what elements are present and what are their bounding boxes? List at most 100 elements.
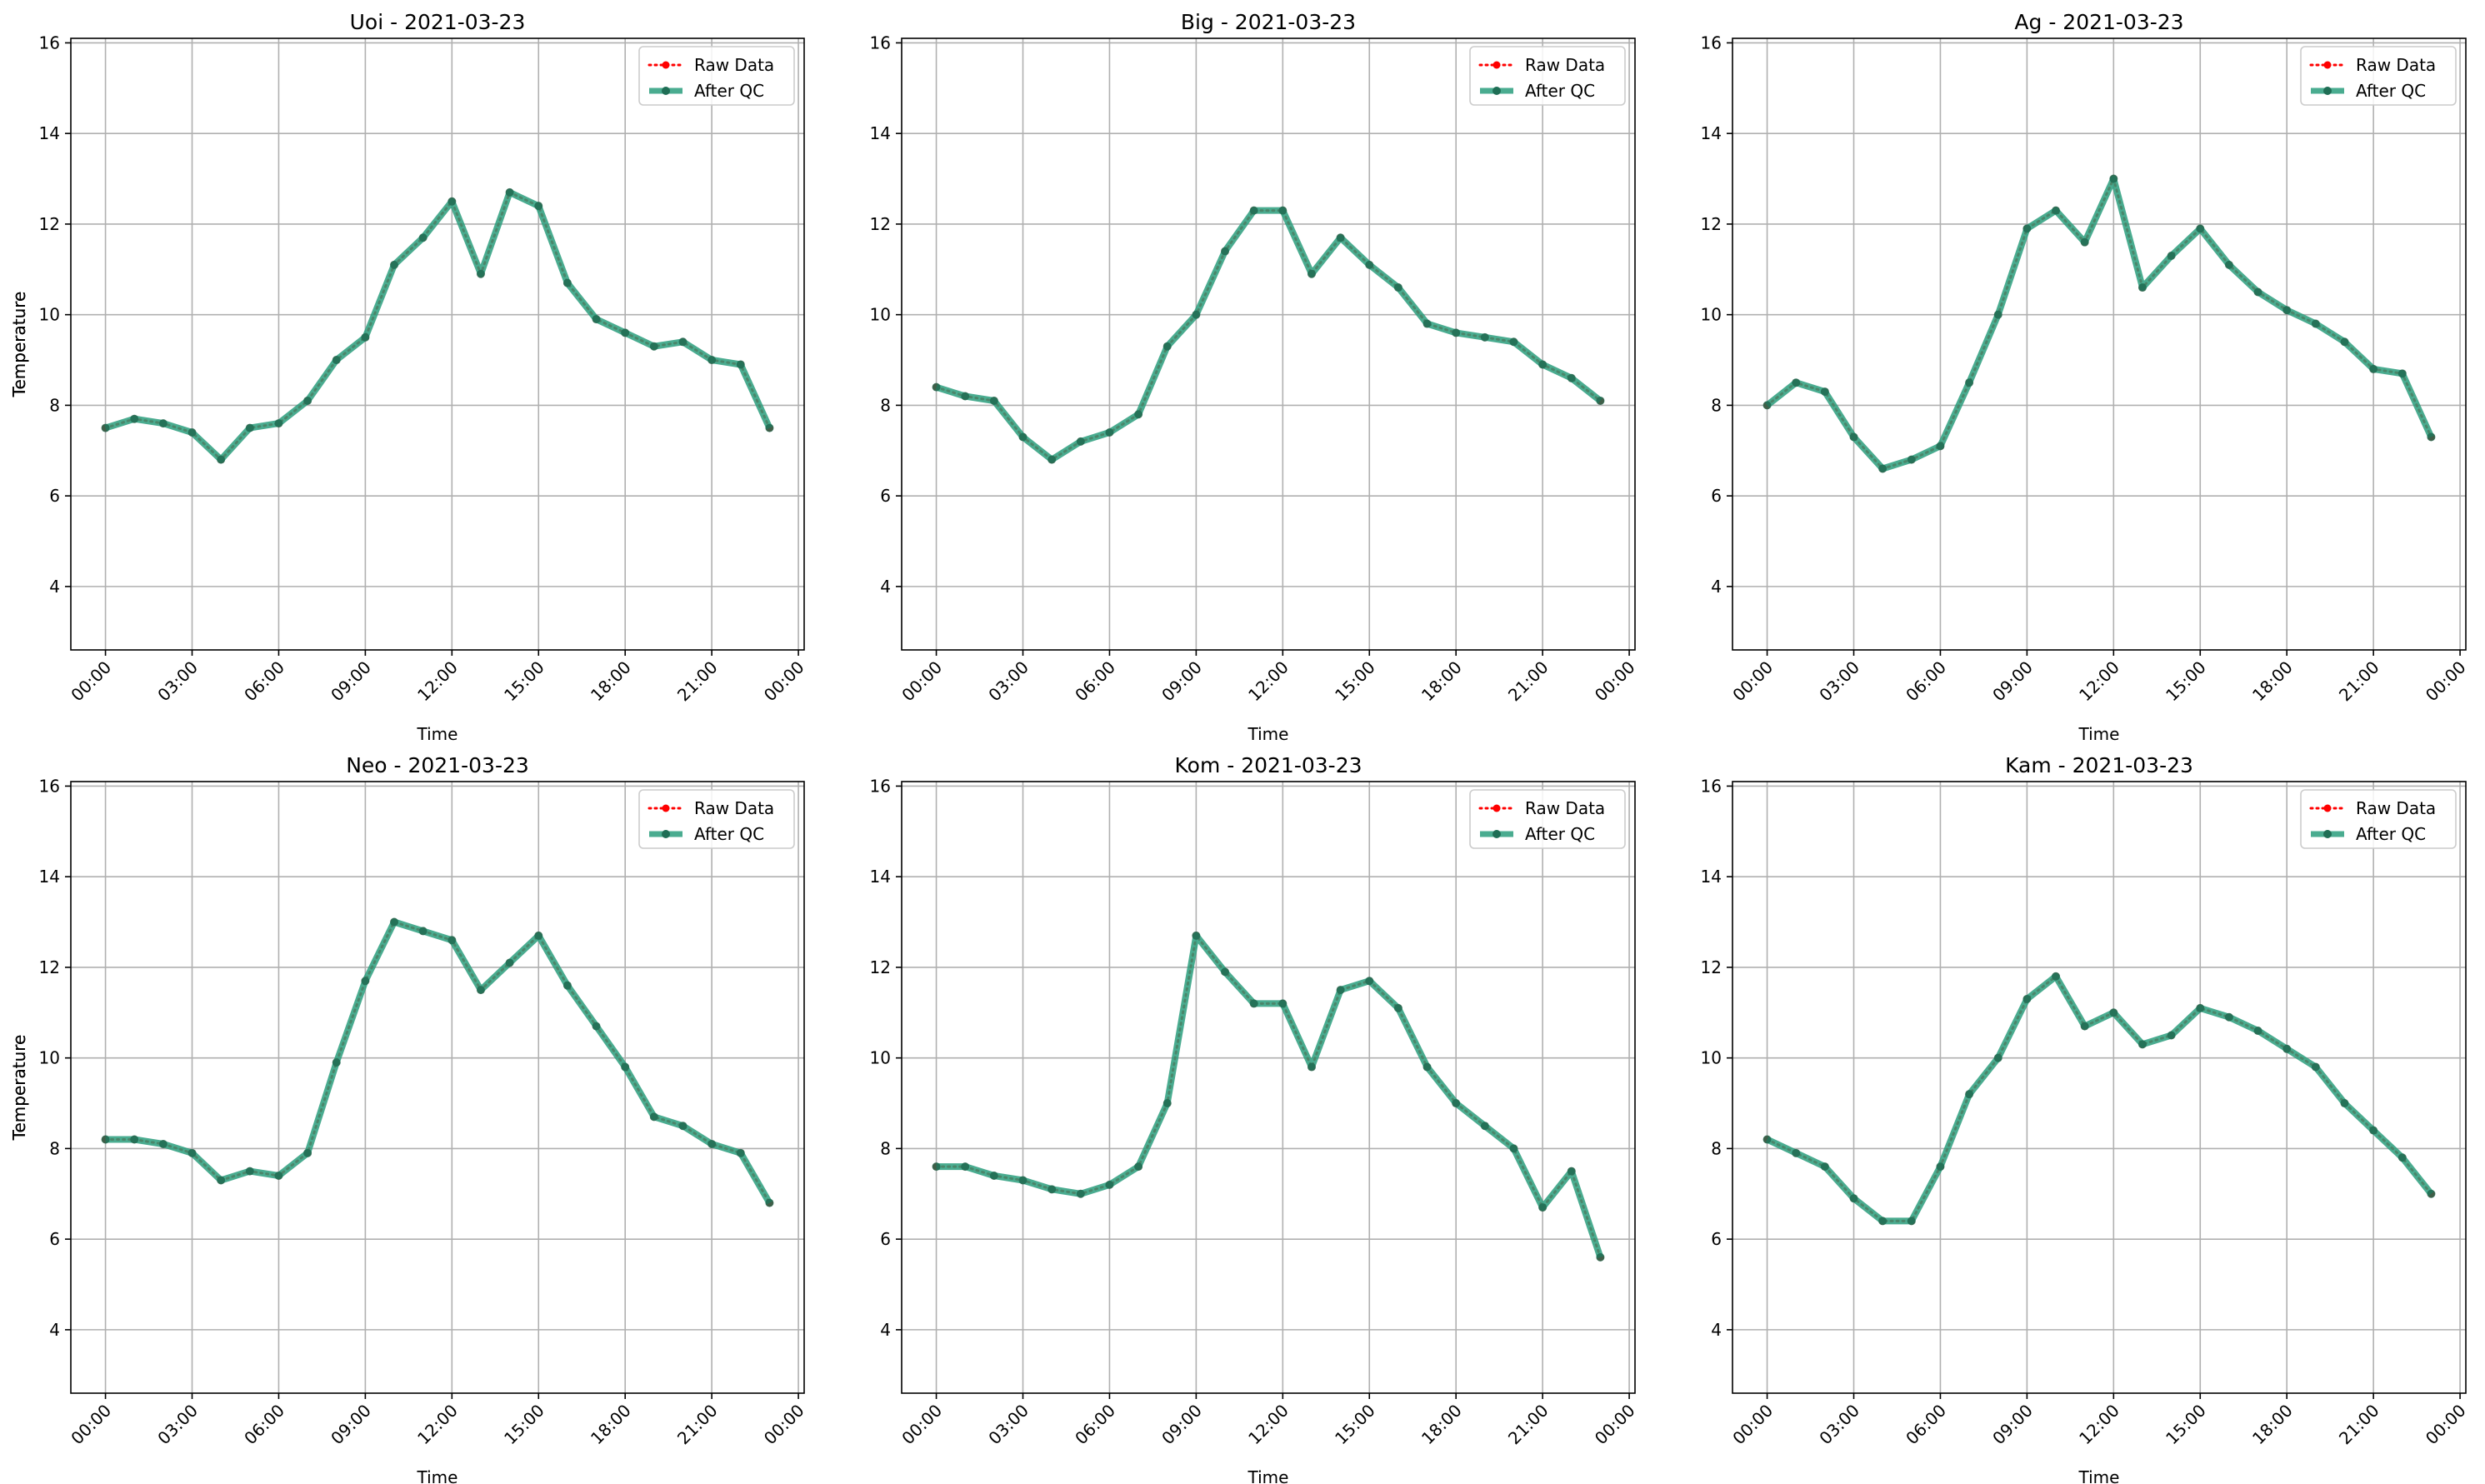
series-line xyxy=(104,188,773,463)
data-point xyxy=(332,1058,341,1067)
y-tick-label: 4 xyxy=(880,577,891,597)
grid-lines xyxy=(1732,782,2466,1393)
plot-frame xyxy=(901,781,1636,1394)
data-point xyxy=(678,337,688,347)
x-tick-label: 00:00 xyxy=(1591,1401,1639,1449)
legend-item-after-qc: After QC xyxy=(1480,81,1595,101)
y-tick-label: 8 xyxy=(1711,1138,1722,1158)
x-tick-label: 12:00 xyxy=(1244,657,1292,706)
data-point xyxy=(158,1139,168,1148)
grid-lines xyxy=(71,782,804,1393)
data-point xyxy=(1907,455,1916,464)
series-line xyxy=(104,190,771,462)
x-tick-label: 03:00 xyxy=(984,657,1032,706)
chart-title: Kam - 2021-03-23 xyxy=(2005,753,2193,777)
x-tick-label: 03:00 xyxy=(153,657,202,706)
y-tick-label: 12 xyxy=(1701,214,1722,234)
data-point xyxy=(505,958,514,967)
x-tick-label: 18:00 xyxy=(2248,1401,2297,1449)
data-point xyxy=(274,1172,283,1181)
data-point xyxy=(1820,387,1829,397)
data-point xyxy=(2052,972,2061,981)
y-tick-label: 12 xyxy=(870,957,891,977)
data-point xyxy=(1792,378,1801,387)
data-point xyxy=(2052,206,2061,215)
data-point xyxy=(1480,332,1489,342)
x-tick-label: 03:00 xyxy=(1815,657,1863,706)
data-point xyxy=(303,1148,312,1157)
data-point xyxy=(562,981,572,990)
x-axis-label: Time xyxy=(2078,1467,2120,1484)
y-tick-label: 6 xyxy=(49,1229,60,1249)
data-point xyxy=(1452,328,1461,337)
data-point xyxy=(2080,237,2089,247)
data-point xyxy=(649,1112,658,1122)
plot-frame xyxy=(901,37,1636,651)
chart-title: Uoi - 2021-03-23 xyxy=(350,10,526,34)
series-line xyxy=(105,918,772,1205)
legend-swatch-marker xyxy=(2323,87,2332,95)
data-point xyxy=(2022,224,2032,233)
data-point xyxy=(765,423,774,432)
y-tick-label: 8 xyxy=(880,395,891,415)
y-tick-label: 10 xyxy=(1701,305,1722,325)
x-tick-label: 09:00 xyxy=(1988,657,2037,706)
legend-item-raw-data: Raw Data xyxy=(2309,798,2436,818)
legend-swatch-marker xyxy=(662,61,670,69)
data-point xyxy=(1538,360,1548,369)
data-point xyxy=(101,1135,110,1144)
y-axis-label: Temperature xyxy=(9,292,29,398)
series-raw-data xyxy=(1763,175,2435,473)
data-point xyxy=(418,233,428,242)
x-tick-label: 18:00 xyxy=(2248,657,2297,706)
legend-swatch-marker xyxy=(2323,804,2332,812)
y-axis-label: Temperature xyxy=(9,1035,29,1142)
legend: Raw Data After QC xyxy=(638,46,795,106)
data-point xyxy=(1365,977,1374,986)
y-tick-label: 8 xyxy=(1711,395,1722,415)
data-point xyxy=(1849,1194,1858,1203)
x-tick-label: 18:00 xyxy=(587,657,635,706)
data-point xyxy=(1018,1176,1028,1185)
y-tick-label: 10 xyxy=(39,305,60,325)
legend-item-after-qc: After QC xyxy=(2311,824,2426,844)
x-tick-label: 00:00 xyxy=(760,1401,808,1449)
x-tick-label: 15:00 xyxy=(500,1401,548,1449)
chart-panel-3: 4 6 8 10 12 14 16 00:00 03:00 06:00 09:00 12:00 15:0… xyxy=(9,10,2470,744)
legend-label: Raw Data xyxy=(694,798,774,818)
y-tick-label: 16 xyxy=(39,32,60,52)
x-tick-label: 15:00 xyxy=(1331,1401,1379,1449)
data-point xyxy=(736,360,745,369)
legend-label: After QC xyxy=(1525,81,1595,101)
data-point xyxy=(390,260,399,269)
data-point xyxy=(1192,310,1201,319)
y-tick-label: 8 xyxy=(49,1138,60,1158)
y-tick-label: 14 xyxy=(39,123,60,143)
legend-label: Raw Data xyxy=(1525,798,1605,818)
legend-item-after-qc: After QC xyxy=(649,81,764,101)
legend-item-raw-data: Raw Data xyxy=(1478,798,1605,818)
legend-item-raw-data: Raw Data xyxy=(1478,55,1605,75)
legend: Raw Data After QC xyxy=(2300,789,2457,849)
legend-item-raw-data: Raw Data xyxy=(648,798,774,818)
y-tick-label: 12 xyxy=(1701,957,1722,977)
y-tick-label: 6 xyxy=(49,486,60,506)
x-tick-label: 00:00 xyxy=(1591,657,1639,706)
y-axis-label: Temperature xyxy=(9,1035,29,1142)
x-tick-label: 00:00 xyxy=(898,657,946,706)
data-point xyxy=(1965,378,1974,387)
y-axis-label: Temperature xyxy=(9,292,29,398)
data-point xyxy=(2311,319,2320,328)
data-point xyxy=(1192,931,1201,940)
data-point xyxy=(1076,1189,1085,1198)
x-tick-label: 06:00 xyxy=(1902,1401,1950,1449)
x-axis-label: Time xyxy=(1248,1467,1289,1484)
x-tick-label: 21:00 xyxy=(2335,1401,2383,1449)
data-point xyxy=(1393,1003,1402,1012)
legend-swatch-marker xyxy=(2323,61,2332,69)
x-tick-label: 06:00 xyxy=(240,657,288,706)
data-point xyxy=(418,927,428,936)
legend-swatch-marker xyxy=(1492,830,1501,838)
chart-panel-2: 4 6 8 10 12 14 16 00:00 03:00 06:00 09:00 12:00 15:0… xyxy=(9,10,1639,744)
